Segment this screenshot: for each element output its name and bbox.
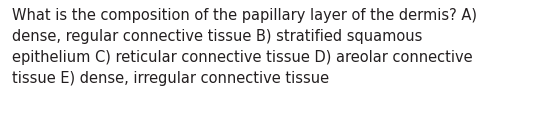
Text: What is the composition of the papillary layer of the dermis? A)
dense, regular : What is the composition of the papillary…: [12, 8, 477, 86]
